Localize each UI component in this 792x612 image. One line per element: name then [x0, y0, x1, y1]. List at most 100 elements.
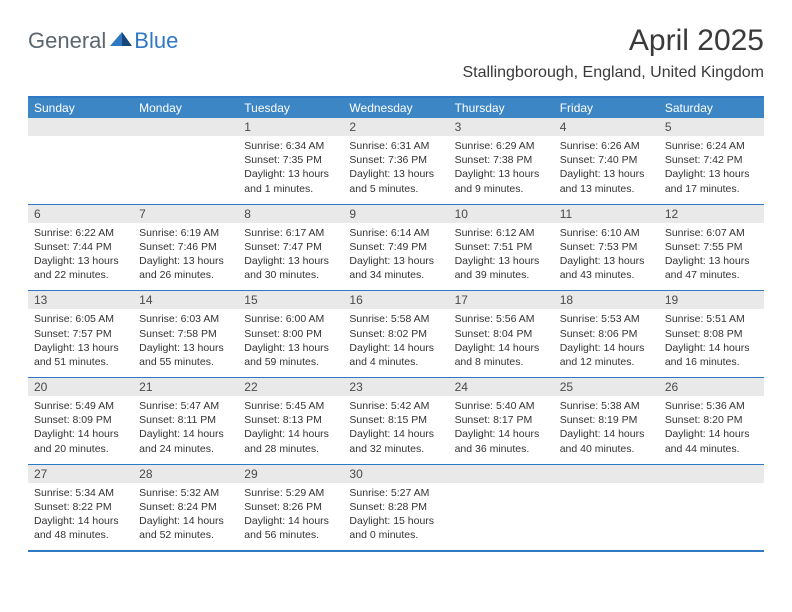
day-body: Sunrise: 5:38 AMSunset: 8:19 PMDaylight:…	[554, 396, 659, 464]
day-line: Sunset: 7:38 PM	[455, 153, 548, 167]
day-line: Daylight: 13 hours	[34, 341, 127, 355]
day-line: Daylight: 13 hours	[139, 254, 232, 268]
day-line: and 40 minutes.	[560, 442, 653, 456]
day-line: and 1 minutes.	[244, 182, 337, 196]
day-number: 24	[449, 378, 554, 396]
day-line: and 47 minutes.	[665, 268, 758, 282]
day-number: 20	[28, 378, 133, 396]
day-line: Daylight: 13 hours	[349, 167, 442, 181]
day-body: Sunrise: 6:26 AMSunset: 7:40 PMDaylight:…	[554, 136, 659, 204]
day-line: Sunset: 7:58 PM	[139, 327, 232, 341]
day-line: Sunrise: 5:47 AM	[139, 399, 232, 413]
day-cell: 30Sunrise: 5:27 AMSunset: 8:28 PMDayligh…	[343, 465, 448, 551]
day-cell: 13Sunrise: 6:05 AMSunset: 7:57 PMDayligh…	[28, 291, 133, 377]
day-body: Sunrise: 5:32 AMSunset: 8:24 PMDaylight:…	[133, 483, 238, 551]
day-line: Sunset: 7:51 PM	[455, 240, 548, 254]
day-line: Daylight: 13 hours	[455, 254, 548, 268]
day-line: Daylight: 14 hours	[349, 341, 442, 355]
day-line: Daylight: 14 hours	[665, 341, 758, 355]
day-line: and 32 minutes.	[349, 442, 442, 456]
day-number: 13	[28, 291, 133, 309]
day-body: Sunrise: 6:34 AMSunset: 7:35 PMDaylight:…	[238, 136, 343, 204]
day-line: Sunset: 8:09 PM	[34, 413, 127, 427]
day-line: Sunset: 8:15 PM	[349, 413, 442, 427]
day-cell: 24Sunrise: 5:40 AMSunset: 8:17 PMDayligh…	[449, 378, 554, 464]
day-line: Sunset: 7:40 PM	[560, 153, 653, 167]
day-body: Sunrise: 5:53 AMSunset: 8:06 PMDaylight:…	[554, 309, 659, 377]
day-header-monday: Monday	[133, 98, 238, 118]
weeks-container: 1Sunrise: 6:34 AMSunset: 7:35 PMDaylight…	[28, 118, 764, 552]
day-header-saturday: Saturday	[659, 98, 764, 118]
day-body: Sunrise: 5:42 AMSunset: 8:15 PMDaylight:…	[343, 396, 448, 464]
day-cell: 7Sunrise: 6:19 AMSunset: 7:46 PMDaylight…	[133, 205, 238, 291]
day-line: Daylight: 14 hours	[244, 427, 337, 441]
day-body: Sunrise: 6:05 AMSunset: 7:57 PMDaylight:…	[28, 309, 133, 377]
day-line: and 24 minutes.	[139, 442, 232, 456]
day-line: and 8 minutes.	[455, 355, 548, 369]
day-line: Sunset: 7:53 PM	[560, 240, 653, 254]
day-line: Sunset: 7:57 PM	[34, 327, 127, 341]
day-body: Sunrise: 6:22 AMSunset: 7:44 PMDaylight:…	[28, 223, 133, 291]
day-cell	[659, 465, 764, 551]
day-number: 4	[554, 118, 659, 136]
day-line: Sunrise: 6:31 AM	[349, 139, 442, 153]
day-cell: 19Sunrise: 5:51 AMSunset: 8:08 PMDayligh…	[659, 291, 764, 377]
day-line: Daylight: 14 hours	[349, 427, 442, 441]
day-line: Sunset: 8:17 PM	[455, 413, 548, 427]
day-line: Sunset: 7:44 PM	[34, 240, 127, 254]
day-line: Sunrise: 6:05 AM	[34, 312, 127, 326]
day-number: 17	[449, 291, 554, 309]
day-line: Sunrise: 5:56 AM	[455, 312, 548, 326]
day-line: and 22 minutes.	[34, 268, 127, 282]
day-body: Sunrise: 5:27 AMSunset: 8:28 PMDaylight:…	[343, 483, 448, 551]
day-number: 23	[343, 378, 448, 396]
day-cell: 6Sunrise: 6:22 AMSunset: 7:44 PMDaylight…	[28, 205, 133, 291]
day-body: Sunrise: 6:14 AMSunset: 7:49 PMDaylight:…	[343, 223, 448, 291]
day-line: and 26 minutes.	[139, 268, 232, 282]
day-line: Sunrise: 5:42 AM	[349, 399, 442, 413]
day-line: and 36 minutes.	[455, 442, 548, 456]
day-body: Sunrise: 6:24 AMSunset: 7:42 PMDaylight:…	[659, 136, 764, 204]
day-cell	[449, 465, 554, 551]
day-line: Sunset: 8:24 PM	[139, 500, 232, 514]
day-cell: 14Sunrise: 6:03 AMSunset: 7:58 PMDayligh…	[133, 291, 238, 377]
day-line: Sunrise: 6:07 AM	[665, 226, 758, 240]
day-number: 26	[659, 378, 764, 396]
day-line: Sunrise: 6:17 AM	[244, 226, 337, 240]
triangle-icon	[110, 30, 132, 53]
day-cell: 28Sunrise: 5:32 AMSunset: 8:24 PMDayligh…	[133, 465, 238, 551]
day-number: 27	[28, 465, 133, 483]
day-line: and 44 minutes.	[665, 442, 758, 456]
day-line: and 20 minutes.	[34, 442, 127, 456]
day-line: Sunset: 8:00 PM	[244, 327, 337, 341]
day-cell: 21Sunrise: 5:47 AMSunset: 8:11 PMDayligh…	[133, 378, 238, 464]
day-number: 15	[238, 291, 343, 309]
day-line: Sunrise: 5:53 AM	[560, 312, 653, 326]
location: Stallingborough, England, United Kingdom	[462, 64, 764, 82]
day-header-wednesday: Wednesday	[343, 98, 448, 118]
day-body: Sunrise: 6:07 AMSunset: 7:55 PMDaylight:…	[659, 223, 764, 291]
day-line: Sunrise: 5:49 AM	[34, 399, 127, 413]
day-line: Daylight: 13 hours	[455, 167, 548, 181]
day-body: Sunrise: 6:29 AMSunset: 7:38 PMDaylight:…	[449, 136, 554, 204]
day-line: Sunrise: 6:00 AM	[244, 312, 337, 326]
day-number: 10	[449, 205, 554, 223]
day-cell	[554, 465, 659, 551]
day-line: Daylight: 14 hours	[560, 427, 653, 441]
day-line: and 56 minutes.	[244, 528, 337, 542]
day-number	[554, 465, 659, 483]
logo-text-general: General	[28, 28, 106, 54]
day-header-thursday: Thursday	[449, 98, 554, 118]
week-row: 1Sunrise: 6:34 AMSunset: 7:35 PMDaylight…	[28, 118, 764, 204]
day-line: and 4 minutes.	[349, 355, 442, 369]
day-line: and 34 minutes.	[349, 268, 442, 282]
day-line: Sunset: 8:22 PM	[34, 500, 127, 514]
day-cell: 4Sunrise: 6:26 AMSunset: 7:40 PMDaylight…	[554, 118, 659, 204]
day-line: Daylight: 14 hours	[34, 514, 127, 528]
week-row: 6Sunrise: 6:22 AMSunset: 7:44 PMDaylight…	[28, 204, 764, 291]
day-line: Sunset: 8:28 PM	[349, 500, 442, 514]
day-line: and 30 minutes.	[244, 268, 337, 282]
day-line: and 39 minutes.	[455, 268, 548, 282]
day-line: Daylight: 13 hours	[665, 167, 758, 181]
day-header-tuesday: Tuesday	[238, 98, 343, 118]
